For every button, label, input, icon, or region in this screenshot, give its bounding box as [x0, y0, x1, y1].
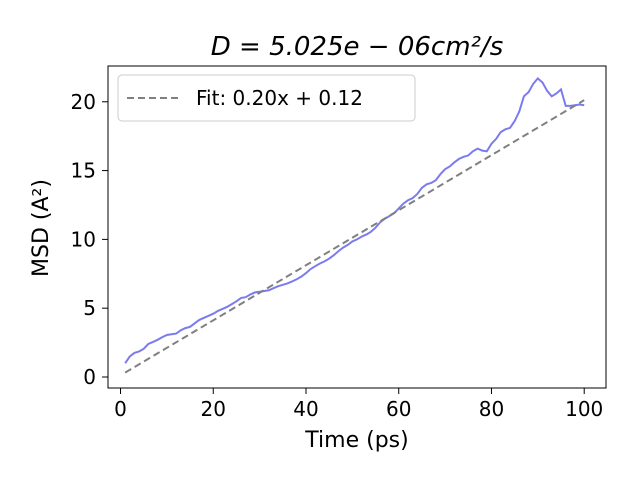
x-tick-label: 0: [114, 397, 127, 421]
fit-series-line: [124, 99, 585, 374]
y-tick-label: 20: [71, 90, 96, 114]
plot-frame: [107, 65, 607, 389]
y-axis-label: MSD (A²): [29, 179, 54, 277]
y-tick-label: 10: [71, 227, 96, 251]
chart-title: D = 5.025e − 06cm²/s: [211, 32, 504, 62]
marks-layer: [124, 76, 585, 374]
x-axis-label: Time (ps): [304, 428, 408, 453]
y-axis: 0 5 10 15 20: [71, 90, 108, 389]
legend: Fit: 0.20x + 0.12: [117, 74, 416, 122]
legend-fit-label: Fit: 0.20x + 0.12: [196, 86, 363, 110]
legend-box: [117, 74, 416, 122]
y-tick-label: 0: [83, 365, 96, 389]
x-tick-label: 80: [479, 397, 504, 421]
x-tick-label: 60: [386, 397, 411, 421]
x-tick-label: 20: [201, 397, 226, 421]
y-tick-label: 5: [83, 296, 96, 320]
x-tick-label: 40: [293, 397, 318, 421]
y-tick-label: 15: [71, 159, 96, 183]
x-axis: 0 20 40 60 80 100: [114, 388, 603, 421]
msd-series-line: [124, 76, 585, 364]
x-tick-label: 100: [565, 397, 603, 421]
